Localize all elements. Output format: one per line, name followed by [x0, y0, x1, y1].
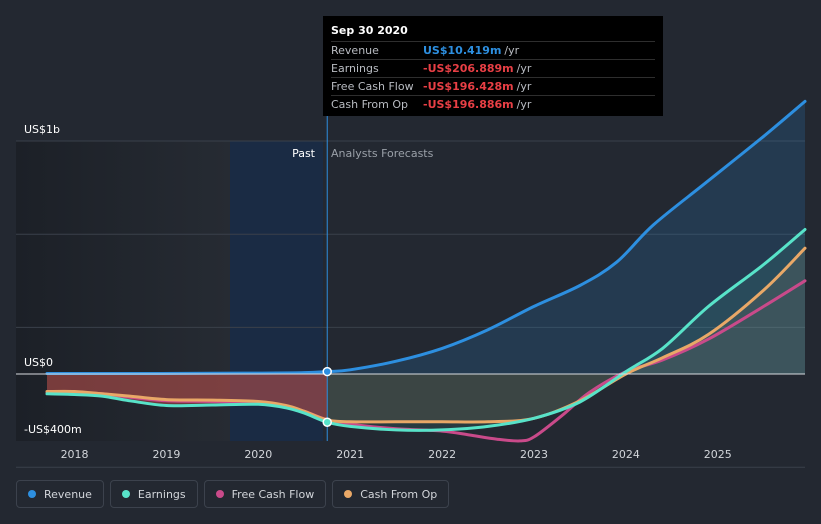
earnings-dot-icon — [121, 490, 130, 498]
tooltip-row: Free Cash Flow -US$196.428m /yr — [331, 77, 655, 95]
marker-revenue — [322, 366, 332, 377]
series-lines — [45, 99, 807, 443]
tooltip-label: Earnings — [331, 62, 379, 75]
x-tick-label: 2021 — [336, 448, 364, 461]
legend-item-cash-from-op[interactable]: Cash From Op — [332, 480, 450, 508]
legend-item-free-cash-flow[interactable]: Free Cash Flow — [203, 480, 327, 508]
series-line-earnings — [45, 228, 807, 432]
y-label-zero: US$0 — [24, 356, 53, 369]
tooltip-value: -US$206.889m — [423, 62, 514, 75]
legend: Revenue Earnings Free Cash Flow Cash Fro… — [16, 480, 450, 508]
past-label: Past — [292, 147, 316, 160]
tooltip-value: -US$196.428m — [423, 80, 514, 93]
tooltip-label: Revenue — [331, 44, 379, 57]
legend-label: Revenue — [44, 487, 92, 501]
tooltip-row: Earnings -US$206.889m /yr — [331, 59, 655, 77]
x-tick-label: 2022 — [428, 448, 456, 461]
tooltip: Sep 30 2020 Revenue US$10.419m /yr Earni… — [323, 16, 663, 116]
free-cash-flow-dot-icon — [215, 490, 224, 498]
tooltip-unit: /yr — [516, 80, 532, 93]
legend-label: Free Cash Flow — [231, 487, 315, 501]
legend-label: Earnings — [137, 487, 186, 501]
tooltip-row: Revenue US$10.419m /yr — [331, 41, 655, 59]
tooltip-value: US$10.419m — [423, 44, 502, 57]
x-tick-label: 2019 — [152, 448, 180, 461]
marker-earnings — [322, 417, 332, 427]
x-tick-label: 2020 — [244, 448, 272, 461]
legend-item-revenue[interactable]: Revenue — [16, 480, 104, 508]
tooltip-label: Free Cash Flow — [331, 80, 414, 93]
tooltip-value: -US$196.886m — [423, 98, 514, 111]
negative-earnings-area — [47, 374, 328, 423]
x-tick-label: 2018 — [61, 448, 89, 461]
y-label-bottom: -US$400m — [24, 423, 82, 436]
revenue-dot-icon — [28, 490, 36, 498]
cash-from-op-dot-icon — [344, 490, 353, 498]
y-label-top: US$1b — [24, 123, 60, 136]
series-line-revenue — [45, 99, 807, 376]
forecast-label: Analysts Forecasts — [331, 147, 434, 160]
series-area-earnings — [47, 229, 805, 431]
x-tick-label: 2024 — [612, 448, 640, 461]
tooltip-unit: /yr — [516, 98, 532, 111]
series-line-cash-from-op — [45, 246, 807, 424]
tooltip-unit: /yr — [504, 44, 520, 57]
tooltip-unit: /yr — [516, 62, 532, 75]
x-axis-ticks: 2018 2019 2020 2021 2022 2023 2024 2025 — [61, 448, 732, 461]
x-tick-label: 2025 — [704, 448, 732, 461]
tooltip-label: Cash From Op — [331, 98, 409, 111]
highlight-markers — [322, 366, 332, 427]
tooltip-row: Cash From Op -US$196.886m /yr — [331, 95, 655, 113]
legend-item-earnings[interactable]: Earnings — [109, 480, 198, 508]
past-highlight-band — [230, 141, 323, 441]
series-area-revenue — [47, 101, 805, 375]
grid — [16, 140, 805, 468]
legend-label: Cash From Op — [360, 487, 438, 501]
tooltip-date: Sep 30 2020 — [331, 24, 408, 37]
x-tick-label: 2023 — [520, 448, 548, 461]
